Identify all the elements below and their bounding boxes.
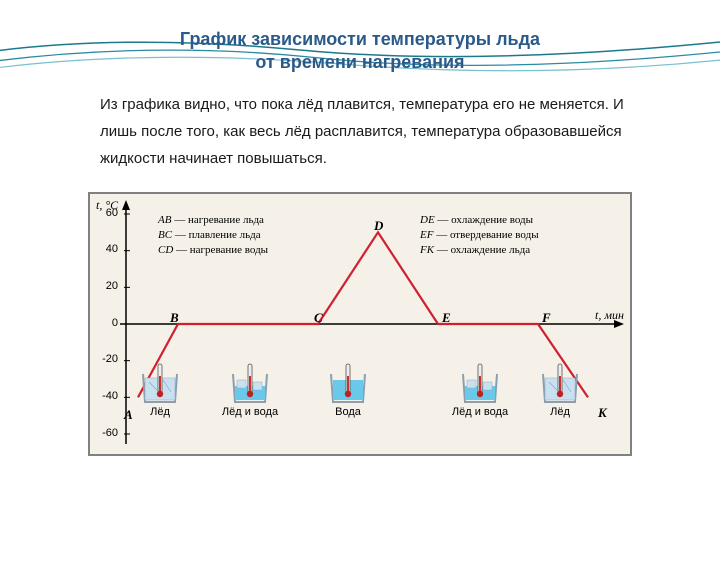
point-label-K: K: [598, 405, 607, 421]
y-tick: 60: [96, 207, 118, 219]
temperature-chart: t, °C t, мин 6040200-20-40-60ABCDEFKAB —…: [88, 192, 632, 456]
beaker-water: [325, 362, 375, 408]
beaker-ice: [537, 362, 587, 408]
beaker-mix: [457, 362, 507, 408]
legend-row: BC — плавление льда: [158, 229, 261, 241]
y-tick: -40: [96, 390, 118, 402]
y-tick: -20: [96, 353, 118, 365]
title-line2: от времени нагревания: [255, 52, 464, 72]
beaker-label: Лёд и вода: [452, 406, 508, 418]
y-tick: -60: [96, 427, 118, 439]
point-label-C: C: [314, 310, 323, 326]
legend-row: FK — охлаждение льда: [420, 244, 530, 256]
title-line1: График зависимости температуры льда: [180, 29, 540, 49]
point-label-D: D: [374, 218, 383, 234]
legend-row: AB — нагревание льда: [158, 214, 264, 226]
body-text: Из графика видно, что пока лёд плавится,…: [100, 91, 640, 172]
beaker-label: Лёд: [550, 406, 570, 418]
beaker-ice: [137, 362, 187, 408]
beaker-label: Лёд и вода: [222, 406, 278, 418]
beaker-label: Лёд: [150, 406, 170, 418]
y-tick: 20: [96, 280, 118, 292]
page-title: График зависимости температуры льда от в…: [60, 28, 660, 75]
y-tick: 0: [96, 317, 118, 329]
point-label-E: E: [442, 310, 451, 326]
beaker-mix: [227, 362, 277, 408]
y-tick: 40: [96, 243, 118, 255]
legend-row: DE — охлаждение воды: [420, 214, 533, 226]
legend-row: CD — нагревание воды: [158, 244, 268, 256]
legend-row: EF — отвердевание воды: [420, 229, 539, 241]
beaker-label: Вода: [335, 406, 361, 418]
point-label-A: A: [124, 407, 133, 423]
point-label-B: B: [170, 310, 179, 326]
point-label-F: F: [542, 310, 551, 326]
